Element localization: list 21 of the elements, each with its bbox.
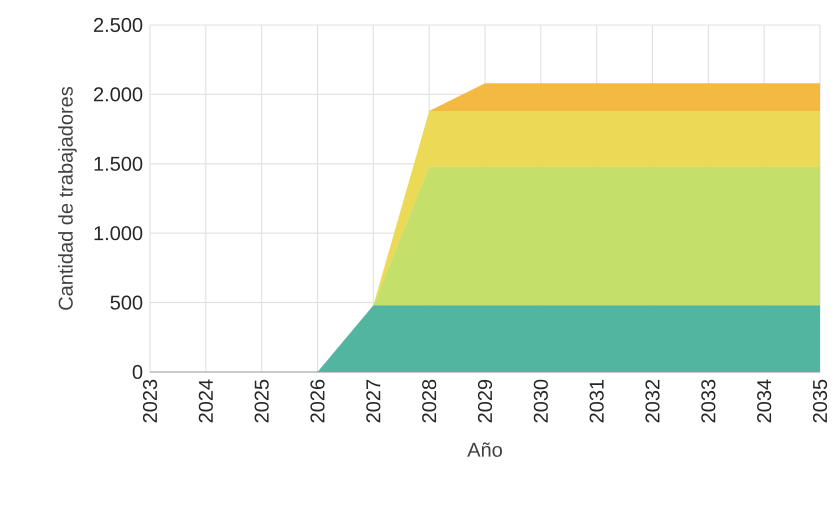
x-tick-label: 2034 — [757, 380, 772, 422]
y-tick-label: 2.000 — [94, 87, 142, 102]
x-tick-label: 2027 — [366, 380, 380, 422]
x-tick-label: 2024 — [198, 380, 213, 422]
y-tick-label: 2.500 — [94, 18, 142, 32]
x-tick-label: 2025 — [254, 380, 269, 422]
x-tick-label: 2029 — [478, 380, 492, 422]
y-tick-label: 500 — [110, 296, 142, 310]
y-tick-label: 1.500 — [94, 156, 142, 171]
x-tick-label: 2032 — [645, 380, 660, 422]
x-tick-label: 2035 — [812, 380, 828, 422]
x-tick-label: 2023 — [142, 380, 158, 422]
x-tick-label: 2026 — [310, 380, 325, 422]
y-tick-label: 1.000 — [94, 226, 142, 240]
x-tick-label: 2033 — [701, 380, 716, 422]
x-tick-label: 2031 — [590, 380, 604, 422]
x-axis-title: Año — [467, 442, 502, 457]
x-tick-label: 2030 — [534, 380, 548, 422]
y-tick-label: 0 — [132, 364, 142, 380]
x-tick-label: 2028 — [422, 380, 436, 422]
y-axis-title: Cantidad de trabajadores — [58, 86, 77, 310]
